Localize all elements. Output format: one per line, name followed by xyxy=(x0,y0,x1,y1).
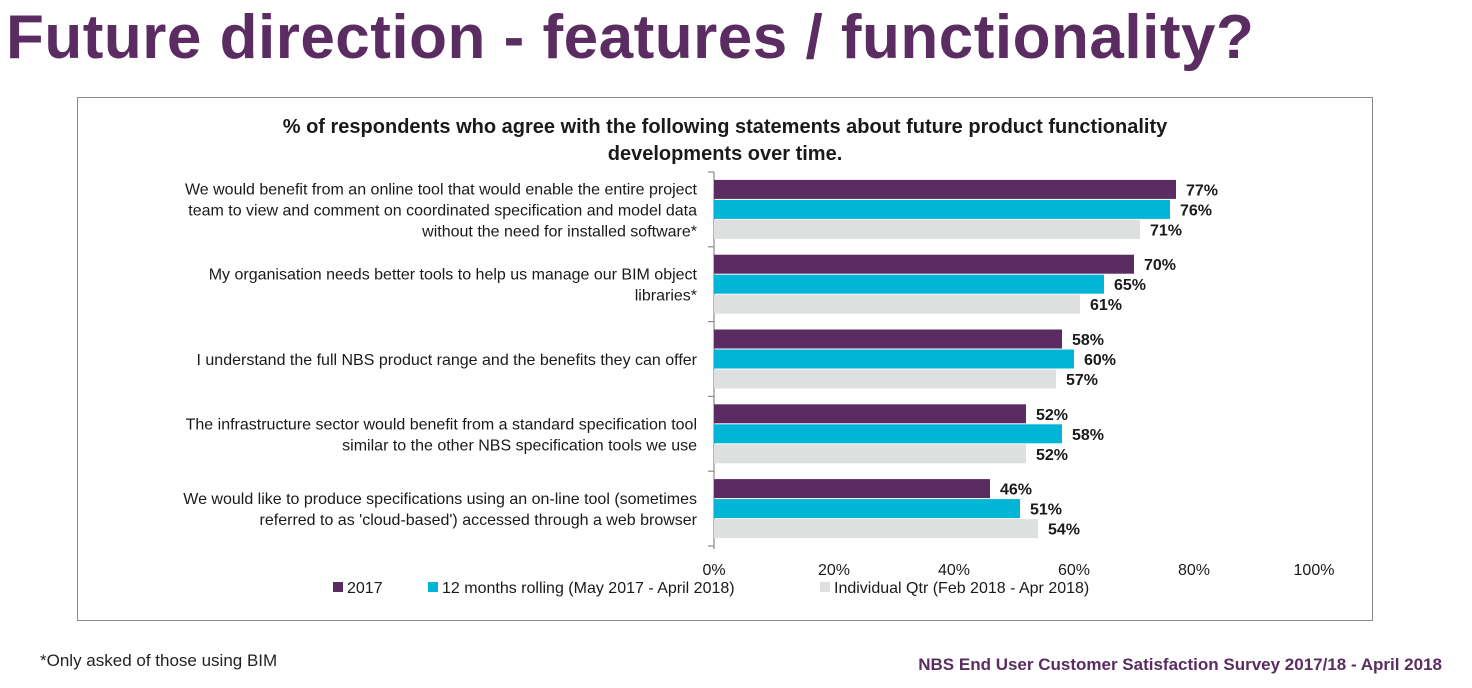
x-tick-label: 100% xyxy=(1294,562,1335,579)
bar xyxy=(714,219,1140,239)
source-note: NBS End User Customer Satisfaction Surve… xyxy=(918,655,1442,674)
chart-frame xyxy=(77,97,1373,621)
data-label: 57% xyxy=(1066,372,1098,389)
bar xyxy=(714,179,1176,199)
data-label: 58% xyxy=(1072,427,1104,444)
page-title: Future direction - features / functional… xyxy=(6,3,1255,72)
bar xyxy=(714,254,1134,274)
data-label: 54% xyxy=(1048,522,1080,539)
data-label: 46% xyxy=(1000,482,1032,499)
data-label: 58% xyxy=(1072,332,1104,349)
legend-swatch xyxy=(428,582,438,592)
data-label: 77% xyxy=(1186,182,1218,199)
data-label: 60% xyxy=(1084,352,1116,369)
legend-label: 12 months rolling (May 2017 - April 2018… xyxy=(442,580,735,597)
category-label: team to view and comment on coordinated … xyxy=(188,202,697,219)
data-label: 76% xyxy=(1180,202,1212,219)
legend-label: 2017 xyxy=(347,580,383,597)
bar xyxy=(714,499,1020,519)
x-tick-label: 0% xyxy=(702,562,725,579)
category-label: We would benefit from an online tool tha… xyxy=(185,181,698,198)
category-label: We would like to produce specifications … xyxy=(183,491,697,508)
chart-title-line-2: developments over time. xyxy=(607,143,843,165)
chart-title-line-1: % of respondents who agree with the foll… xyxy=(282,116,1168,138)
category-label: without the need for installed software* xyxy=(421,223,697,240)
bar xyxy=(714,349,1074,369)
bar xyxy=(714,404,1026,424)
data-label: 61% xyxy=(1090,297,1122,314)
bar xyxy=(714,519,1038,539)
bar xyxy=(714,199,1170,219)
bar xyxy=(714,274,1104,294)
x-tick-label: 40% xyxy=(938,562,970,579)
data-label: 70% xyxy=(1144,257,1176,274)
data-label: 65% xyxy=(1114,277,1146,294)
bar xyxy=(714,369,1056,389)
x-tick-label: 20% xyxy=(818,562,850,579)
data-label: 52% xyxy=(1036,447,1068,464)
category-label: referred to as 'cloud-based') accessed t… xyxy=(260,512,698,529)
legend-label: Individual Qtr (Feb 2018 - Apr 2018) xyxy=(834,580,1089,597)
legend-swatch xyxy=(333,582,343,592)
x-tick-label: 80% xyxy=(1178,562,1210,579)
bar xyxy=(714,444,1026,464)
data-label: 52% xyxy=(1036,407,1068,424)
chart-title: % of respondents who agree with the foll… xyxy=(77,114,1373,168)
bar xyxy=(714,329,1062,349)
category-label: similar to the other NBS specification t… xyxy=(342,437,697,454)
x-tick-label: 60% xyxy=(1058,562,1090,579)
category-label: I understand the full NBS product range … xyxy=(197,352,698,369)
bar xyxy=(714,479,990,499)
data-label: 71% xyxy=(1150,222,1182,239)
footnote: *Only asked of those using BIM xyxy=(40,651,278,670)
category-label: My organisation needs better tools to he… xyxy=(209,267,698,284)
legend-swatch xyxy=(820,582,830,592)
category-label: libraries* xyxy=(635,288,697,305)
data-label: 51% xyxy=(1030,502,1062,519)
category-label: The infrastructure sector would benefit … xyxy=(186,416,697,433)
bar xyxy=(714,294,1080,314)
bar xyxy=(714,424,1062,444)
